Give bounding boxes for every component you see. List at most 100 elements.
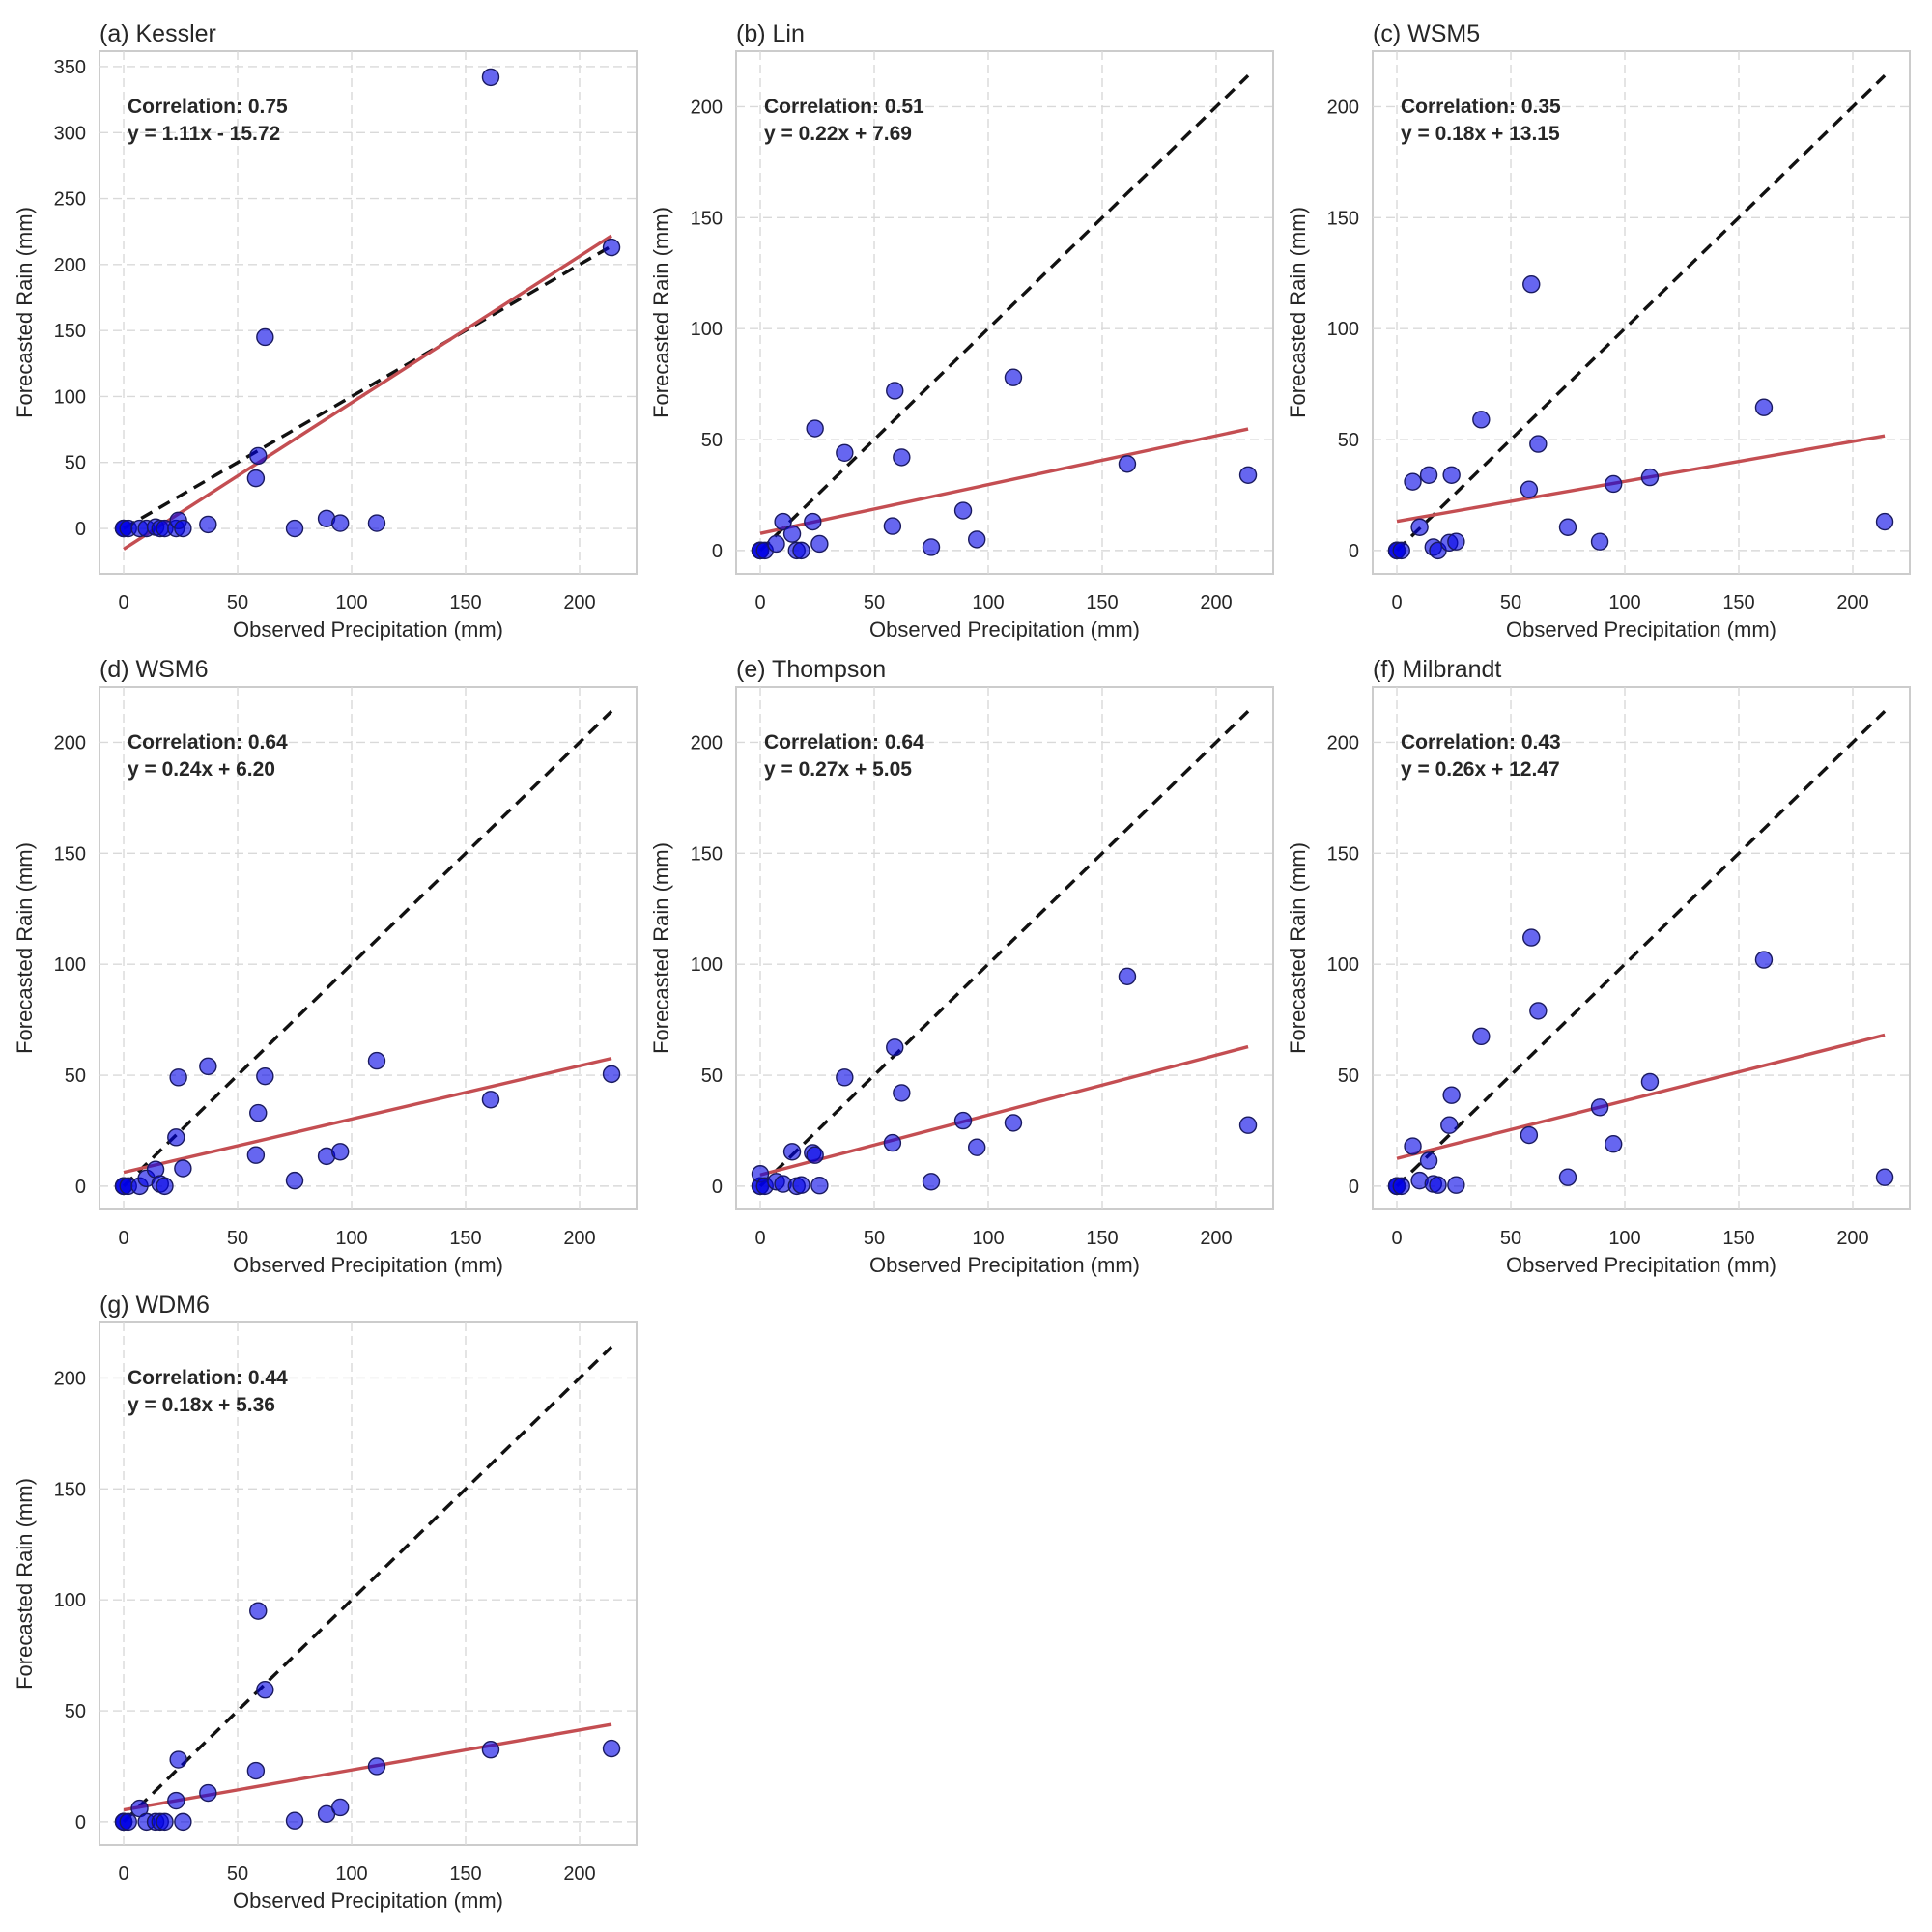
x-tick-label: 0	[1391, 1228, 1402, 1249]
y-tick-label: 0	[75, 1812, 86, 1833]
y-tick-label: 0	[712, 1177, 723, 1198]
y-tick-label: 100	[691, 319, 723, 340]
data-point	[602, 238, 621, 257]
data-point	[1640, 1072, 1660, 1092]
data-point	[1392, 541, 1410, 560]
panel-e-thompson: 0 50 100 150 200 0 50 100 150 200 Correlation: 0.6…	[649, 656, 1274, 1277]
data-point	[249, 446, 268, 466]
panel-f-milbrandt: 0 50 100 150 200 0 50 100 150 200 Correlation: 0.4…	[1286, 656, 1911, 1277]
y-axis-label: Forecasted Rain (mm)	[13, 1478, 37, 1690]
plot-area	[751, 710, 1258, 1196]
regression-line	[123, 1056, 612, 1175]
y-tick-label: 50	[1338, 1065, 1359, 1087]
y-tick-label: 350	[54, 57, 86, 78]
data-point	[804, 512, 822, 531]
data-point	[1118, 455, 1137, 473]
data-point	[883, 1133, 902, 1152]
data-point	[1442, 1086, 1461, 1104]
data-point	[481, 68, 500, 87]
data-point	[968, 1138, 986, 1156]
y-tick-label: 50	[701, 1065, 723, 1087]
x-tick-label: 200	[563, 1228, 595, 1249]
correlation-annotation: Correlation: 0.35	[1401, 96, 1561, 118]
x-tick-label: 150	[449, 1228, 481, 1249]
x-tick-label: 50	[864, 592, 885, 613]
regression-line	[759, 427, 1249, 535]
y-tick-label: 200	[691, 97, 723, 118]
data-point	[1875, 1168, 1894, 1186]
data-point	[1118, 967, 1137, 985]
data-point	[174, 519, 192, 538]
y-tick-label: 50	[1338, 430, 1359, 451]
data-point	[806, 1146, 824, 1164]
data-point	[922, 1173, 941, 1191]
x-tick-label: 100	[335, 592, 367, 613]
data-point	[1529, 1002, 1548, 1020]
data-point	[767, 534, 785, 554]
x-tick-label: 50	[227, 1228, 248, 1249]
equation-annotation: y = 0.18x + 13.15	[1401, 123, 1560, 145]
data-point	[1605, 474, 1623, 494]
x-tick-label: 200	[1836, 592, 1868, 613]
y-tick-label: 0	[1349, 1177, 1359, 1198]
data-point	[1558, 518, 1577, 536]
panel-d-wsm6: 0 50 100 150 200 0 50 100 150 200 Correlation: 0.6…	[13, 656, 638, 1277]
data-point	[922, 538, 941, 556]
equation-annotation: y = 0.24x + 6.20	[128, 758, 275, 781]
x-tick-label: 200	[1200, 1228, 1232, 1249]
plot-area	[114, 710, 621, 1196]
x-axis-label: Observed Precipitation (mm)	[233, 617, 503, 641]
y-axis-label: Forecasted Rain (mm)	[649, 207, 673, 418]
y-axis-label: Forecasted Rain (mm)	[1286, 207, 1310, 418]
data-point	[893, 448, 911, 467]
identity-line	[758, 710, 1250, 1188]
data-point	[810, 1176, 829, 1195]
data-point	[256, 1066, 274, 1086]
identity-line	[122, 1346, 613, 1824]
data-point	[792, 541, 810, 560]
data-point	[774, 512, 792, 531]
data-point	[1590, 1098, 1609, 1117]
data-point	[602, 1739, 621, 1758]
data-point	[331, 514, 350, 532]
data-point	[169, 1068, 187, 1087]
data-point	[256, 327, 274, 347]
x-tick-label: 0	[118, 1228, 128, 1249]
identity-line	[1395, 710, 1887, 1188]
data-point	[1238, 1116, 1258, 1134]
data-point	[1404, 472, 1422, 491]
data-point	[367, 1051, 386, 1070]
regression-line	[759, 1044, 1249, 1177]
panel-title: (e) Thompson	[736, 656, 886, 683]
data-point	[246, 469, 266, 488]
data-point	[792, 1176, 810, 1194]
y-tick-label: 150	[54, 1479, 86, 1500]
panel-title: (b) Lin	[736, 20, 805, 47]
y-tick-label: 300	[54, 123, 86, 144]
x-tick-label: 100	[335, 1863, 367, 1885]
x-tick-label: 150	[1722, 592, 1754, 613]
y-tick-label: 200	[1327, 97, 1359, 118]
data-point	[199, 1057, 217, 1076]
plot-area	[1387, 74, 1894, 560]
x-tick-label: 50	[1500, 1228, 1521, 1249]
data-point	[968, 530, 986, 549]
y-tick-label: 0	[75, 519, 86, 540]
plot-area	[1387, 710, 1894, 1196]
data-point	[1754, 951, 1774, 969]
data-point	[285, 519, 304, 538]
regression-line	[123, 234, 612, 551]
data-point	[1472, 411, 1491, 429]
data-point	[806, 419, 824, 438]
correlation-annotation: Correlation: 0.44	[128, 1367, 288, 1389]
identity-line	[122, 710, 613, 1188]
y-tick-label: 0	[75, 1177, 86, 1198]
y-axis-label: Forecasted Rain (mm)	[649, 842, 673, 1054]
data-point	[1404, 1137, 1422, 1155]
data-point	[199, 1783, 217, 1803]
data-point	[1522, 928, 1541, 947]
data-point	[249, 1602, 268, 1620]
x-axis-label: Observed Precipitation (mm)	[1506, 1253, 1776, 1277]
x-tick-label: 0	[118, 1863, 128, 1885]
data-point	[367, 514, 386, 532]
